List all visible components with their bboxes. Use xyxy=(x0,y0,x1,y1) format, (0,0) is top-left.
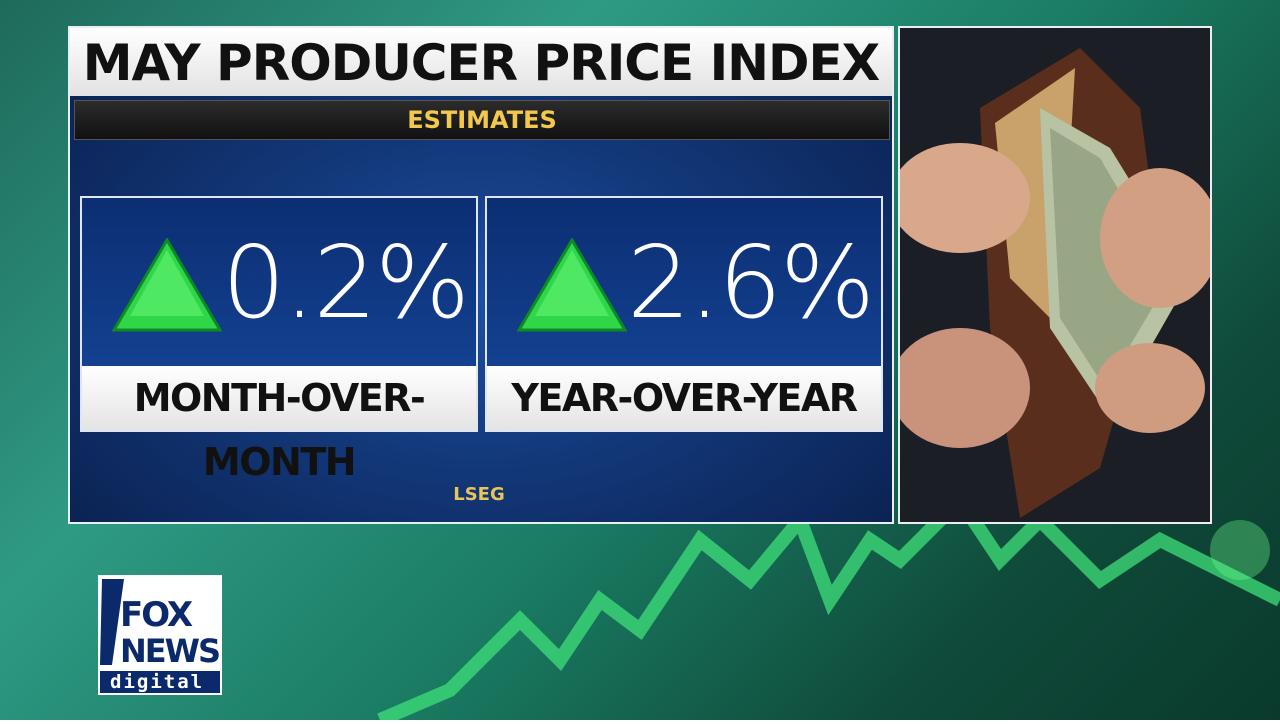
stat-value: 2.6% xyxy=(627,224,875,341)
source: LSEG xyxy=(453,484,505,505)
stat-card: 2.6% YEAR-OVER-YEAR xyxy=(485,196,883,432)
logo-mark xyxy=(100,579,220,693)
photo xyxy=(898,26,1212,524)
title: MAY PRODUCER PRICE INDEX xyxy=(70,28,892,96)
stat-label: MONTH-OVER-MONTH xyxy=(82,366,476,484)
logo: FOX NEWS digital xyxy=(98,575,222,695)
up-arrow xyxy=(112,238,222,332)
stat-value: 0.2% xyxy=(222,224,470,341)
wallet-illustration xyxy=(900,28,1210,522)
logo-text: digital xyxy=(110,671,205,693)
up-arrow xyxy=(517,238,627,332)
logo-text: FOX xyxy=(120,595,193,635)
stat-label: YEAR-OVER-YEAR xyxy=(487,366,881,430)
logo-text: NEWS xyxy=(120,632,221,670)
subtitle: ESTIMATES xyxy=(74,100,890,140)
stat-card: 0.2% MONTH-OVER-MONTH xyxy=(80,196,478,484)
